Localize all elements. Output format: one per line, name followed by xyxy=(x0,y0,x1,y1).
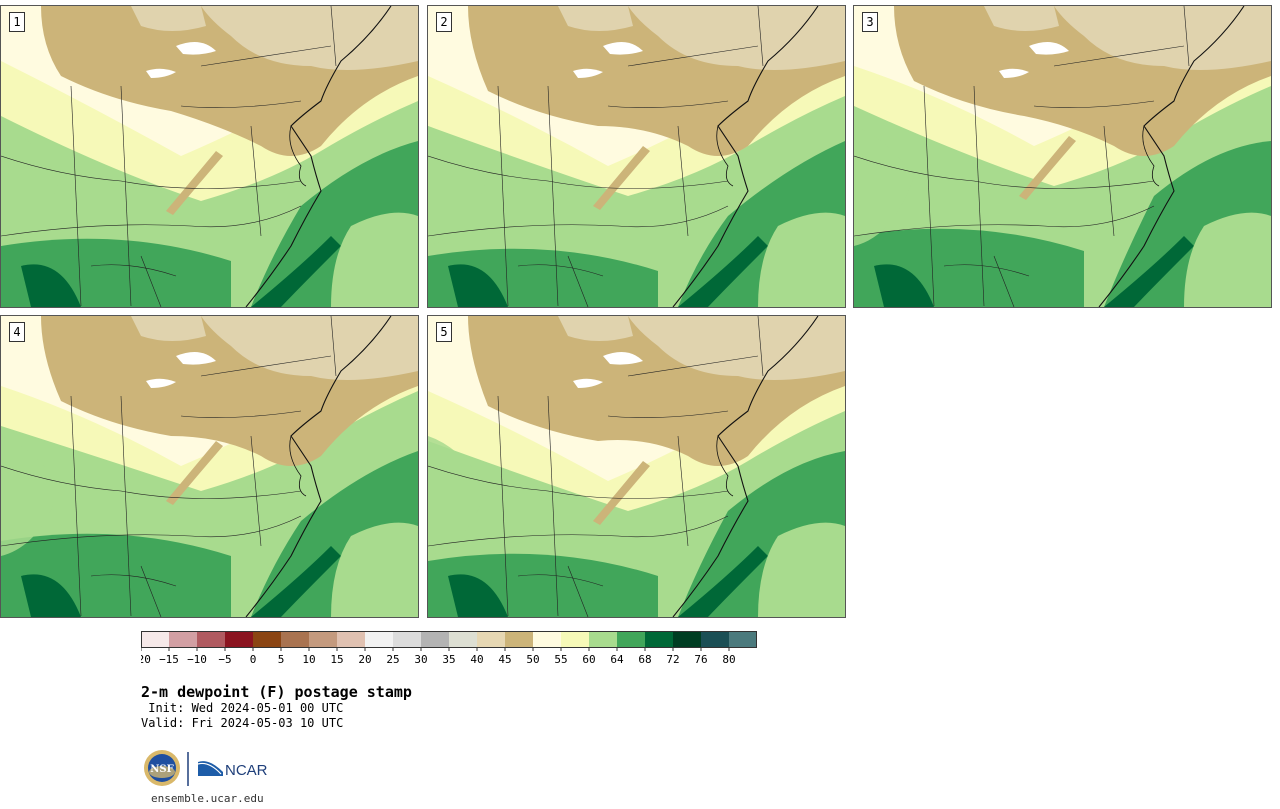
nsf-logo-icon: NSF xyxy=(144,750,180,786)
colorbar-swatch xyxy=(421,631,449,648)
colorbar-tick-label: 5 xyxy=(278,653,285,666)
svg-text:NCAR: NCAR xyxy=(225,762,268,779)
colorbar-swatch xyxy=(309,631,337,648)
colorbar-tick-label: 20 xyxy=(358,653,371,666)
colorbar-swatch xyxy=(645,631,673,648)
colorbar-tick-label: 64 xyxy=(610,653,624,666)
colorbar-swatch xyxy=(561,631,589,648)
colorbar-tick-label: 40 xyxy=(470,653,483,666)
colorbar-swatch xyxy=(337,631,365,648)
colorbar-swatch xyxy=(505,631,533,648)
dewpoint-map-4 xyxy=(1,316,418,617)
colorbar-swatch xyxy=(617,631,645,648)
colorbar-swatch xyxy=(589,631,617,648)
stamp-panel-2[interactable]: 2 xyxy=(427,5,846,308)
colorbar-swatch xyxy=(393,631,421,648)
colorbar-tick-label: 35 xyxy=(442,653,455,666)
colorbar-tick-label: 80 xyxy=(722,653,735,666)
colorbar-swatch xyxy=(141,631,169,648)
colorbar-tick-label: −5 xyxy=(218,653,231,666)
colorbar-swatch xyxy=(225,631,253,648)
dewpoint-map-2 xyxy=(428,6,845,307)
colorbar-tick-label: 25 xyxy=(386,653,399,666)
colorbar-swatch xyxy=(729,631,757,648)
ncar-logo-icon: NCAR xyxy=(197,759,268,779)
svg-text:NSF: NSF xyxy=(150,764,173,775)
colorbar-tick-label: −10 xyxy=(187,653,207,666)
colorbar-tick-label: 76 xyxy=(694,653,707,666)
colorbar-swatch xyxy=(281,631,309,648)
colorbar-swatch xyxy=(253,631,281,648)
colorbar-tick-label: 68 xyxy=(638,653,651,666)
colorbar-tick-label: −15 xyxy=(159,653,179,666)
colorbar-tick-label: 45 xyxy=(498,653,511,666)
figure-title: 2-m dewpoint (F) postage stamp xyxy=(141,683,412,701)
dewpoint-map-3 xyxy=(854,6,1271,307)
stamp-number: 4 xyxy=(9,322,25,342)
colorbar-tick-label: −20 xyxy=(141,653,151,666)
footer-url[interactable]: ensemble.ucar.edu xyxy=(151,792,264,805)
init-time: Init: Wed 2024-05-01 00 UTC xyxy=(141,701,344,715)
colorbar-swatch xyxy=(449,631,477,648)
stamp-panel-3[interactable]: 3 xyxy=(853,5,1272,308)
colorbar-swatch xyxy=(197,631,225,648)
valid-time: Valid: Fri 2024-05-03 10 UTC xyxy=(141,716,344,730)
colorbar-tick-label: 72 xyxy=(666,653,679,666)
colorbar-tick-label: 60 xyxy=(582,653,595,666)
colorbar-swatch xyxy=(477,631,505,648)
dewpoint-map-5 xyxy=(428,316,845,617)
colorbar-tick-label: 50 xyxy=(526,653,539,666)
colorbar-swatch xyxy=(701,631,729,648)
dewpoint-colorbar: −20 −15 −10 −5 0 5 10 15 20 25 30 35 40 45 50 55 60 64 68 7… xyxy=(141,631,757,666)
sponsor-logos: NSF NCAR xyxy=(144,750,268,786)
stamp-number: 5 xyxy=(436,322,452,342)
colorbar-swatch xyxy=(533,631,561,648)
colorbar-tick-label: 10 xyxy=(302,653,315,666)
colorbar-tick-label: 55 xyxy=(554,653,567,666)
stamp-number: 2 xyxy=(436,12,452,32)
colorbar-tick-label: 30 xyxy=(414,653,427,666)
dewpoint-map-1 xyxy=(1,6,418,307)
stamp-panel-4[interactable]: 4 xyxy=(0,315,419,618)
colorbar-tick-label: 15 xyxy=(330,653,343,666)
colorbar-swatch xyxy=(365,631,393,648)
stamp-number: 3 xyxy=(862,12,878,32)
stamp-number: 1 xyxy=(9,12,25,32)
colorbar-swatch xyxy=(169,631,197,648)
colorbar-swatch xyxy=(673,631,701,648)
stamp-panel-5[interactable]: 5 xyxy=(427,315,846,618)
colorbar-tick-label: 0 xyxy=(250,653,257,666)
stamp-panel-1[interactable]: 1 xyxy=(0,5,419,308)
